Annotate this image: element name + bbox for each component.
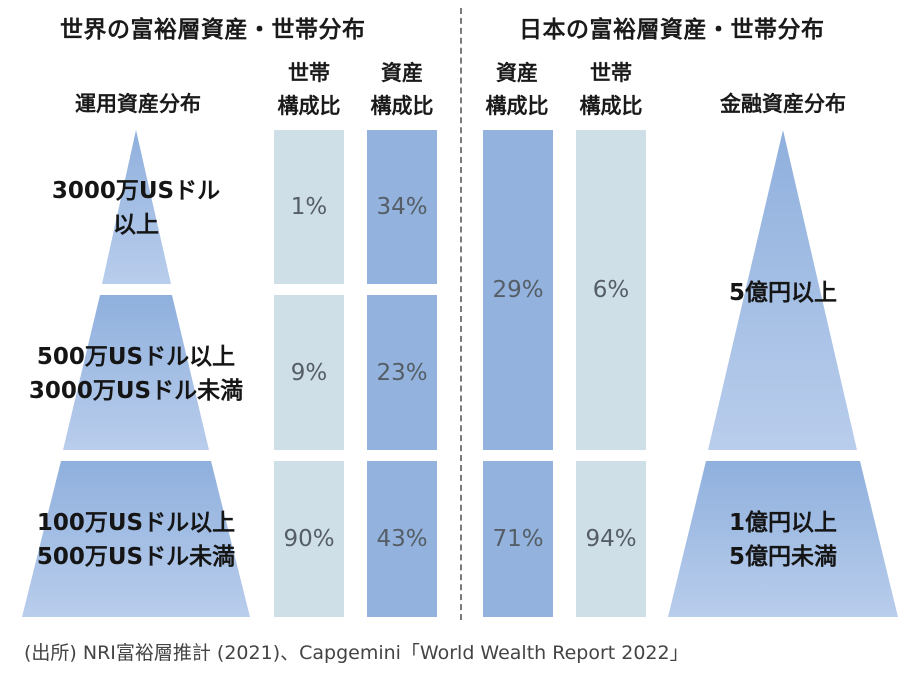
right-assets-cell-2: 71% <box>483 461 553 617</box>
left-col1-header-line2: 構成比 <box>277 94 341 118</box>
left-tier-1-label-line2: 以上 <box>113 212 159 238</box>
right-col2-header-line1: 世帯 <box>590 61 632 85</box>
right-household-cell-2: 94% <box>576 461 646 617</box>
left-household-cell-2: 9% <box>274 295 344 450</box>
right-pyramid-header-text: 金融資産分布 <box>720 92 846 116</box>
right-pyramid-tier-1 <box>708 130 857 450</box>
left-col1-header-line1: 世帯 <box>288 61 330 85</box>
left-tier-3-label-line1: 100万USドル以上 <box>36 510 236 536</box>
left-tier-2-label: 500万USドル以上 3000万USドル未満 <box>11 340 261 408</box>
left-pyramid-header: 運用資産分布 <box>53 88 223 121</box>
right-col1-header-line1: 資産 <box>496 61 538 85</box>
right-tier-1-label-line1: 5億円以上 <box>728 280 837 306</box>
right-col2-header: 世帯 構成比 <box>570 57 652 123</box>
right-assets-cell-1: 29% <box>483 130 553 450</box>
left-tier-1-label: 3000万USドル 以上 <box>36 174 236 242</box>
right-pyramid-header: 金融資産分布 <box>698 88 868 121</box>
left-assets-cell-1: 34% <box>367 130 437 284</box>
left-col2-header-line2: 構成比 <box>370 94 434 118</box>
left-pyramid-tier-1 <box>102 130 171 284</box>
left-pyramid-header-text: 運用資産分布 <box>75 92 201 116</box>
left-household-cell-1: 1% <box>274 130 344 284</box>
right-col1-header: 資産 構成比 <box>476 57 558 123</box>
left-household-cell-3: 90% <box>274 461 344 617</box>
left-col2-header-line1: 資産 <box>381 61 423 85</box>
right-tier-2-label: 1億円以上 5億円未満 <box>693 506 873 574</box>
left-pyramid-tier-2 <box>63 295 209 450</box>
right-tier-2-label-line2: 5億円未満 <box>728 544 837 570</box>
right-pyramid-tier-2 <box>668 461 898 617</box>
left-tier-1-label-line1: 3000万USドル <box>51 178 221 204</box>
section-divider <box>460 8 462 620</box>
left-assets-cell-3: 43% <box>367 461 437 617</box>
left-tier-2-label-line2: 3000万USドル未満 <box>28 378 244 404</box>
left-col1-header: 世帯 構成比 <box>268 57 350 123</box>
right-tier-1-label: 5億円以上 <box>693 276 873 310</box>
right-col1-header-line2: 構成比 <box>485 94 549 118</box>
left-pyramid-tier-3 <box>22 461 250 617</box>
left-tier-3-label-line2: 500万USドル未満 <box>36 544 236 570</box>
right-household-cell-1: 6% <box>576 130 646 450</box>
left-section-title: 世界の富裕層資産・世帯分布 <box>60 17 366 43</box>
right-col2-header-line2: 構成比 <box>579 94 643 118</box>
right-section-title: 日本の富裕層資産・世帯分布 <box>519 17 825 43</box>
right-tier-2-label-line1: 1億円以上 <box>728 510 837 536</box>
left-tier-3-label: 100万USドル以上 500万USドル未満 <box>11 506 261 574</box>
left-col2-header: 資産 構成比 <box>361 57 443 123</box>
source-note: (出所) NRI富裕層推計 (2021)、Capgemini「World Wea… <box>24 642 689 664</box>
left-assets-cell-2: 23% <box>367 295 437 450</box>
left-tier-2-label-line1: 500万USドル以上 <box>36 344 236 370</box>
